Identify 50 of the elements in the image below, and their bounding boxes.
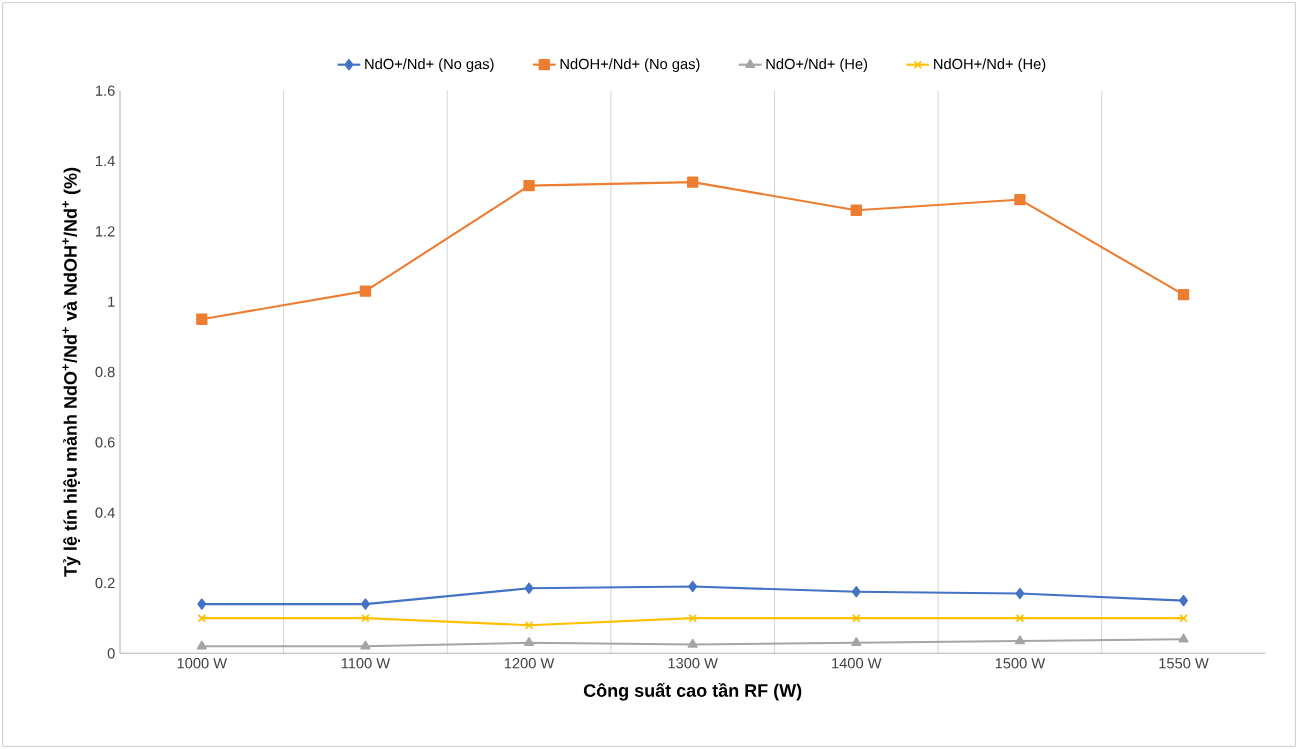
x-tick-label: 1500 W	[995, 658, 1046, 669]
point	[1014, 635, 1025, 645]
x-tick-label: 1000 W	[177, 658, 227, 669]
point	[524, 620, 534, 630]
legend-label: NdO+/Nd+ (No gas)	[365, 58, 494, 73]
y-tick-label: 1.4	[96, 155, 115, 167]
y-tick-label: 1	[108, 296, 115, 307]
legend-label: NdOH+/Nd+ (He)	[934, 58, 1046, 73]
legend-label: NdOH+/Nd+ (No gas)	[560, 58, 700, 73]
point	[687, 638, 698, 648]
point	[1014, 194, 1026, 206]
y-tick-label: 0.8	[95, 366, 115, 378]
y-tick-label: 1.6	[96, 85, 115, 96]
point	[1179, 594, 1189, 607]
y-tick-label: 0.2	[95, 577, 115, 589]
point	[1178, 633, 1189, 643]
point	[359, 285, 372, 297]
point	[1015, 587, 1025, 600]
point	[851, 586, 861, 598]
point	[360, 640, 371, 650]
point	[197, 598, 207, 610]
y-tick-label: 0	[107, 648, 115, 659]
y-tick-label: 1.2	[96, 226, 115, 237]
y-tick-label: 0.4	[95, 507, 115, 518]
point	[1179, 613, 1188, 623]
x-tick-label: 1550 W	[1159, 658, 1209, 669]
point	[688, 613, 697, 623]
point	[196, 313, 208, 325]
point	[360, 598, 370, 610]
x-tick-label: 1300 W	[668, 658, 718, 669]
point	[361, 613, 370, 623]
point	[523, 179, 535, 192]
x-tick-label: 1400 W	[832, 658, 882, 669]
point	[851, 637, 862, 647]
point	[197, 613, 207, 623]
text: Tỷ lệ tín hiệu mảnh NdO$^{+}$/Nd$^{+}$ và NdOH$^{+}$/Nd$^{+}$ (%)	[62, 167, 81, 577]
x-tick-label: 1200 W	[504, 658, 555, 669]
point	[688, 580, 698, 593]
point	[1015, 613, 1025, 623]
point	[196, 640, 207, 650]
point	[852, 613, 861, 623]
legend-label: NdO+/Nd+ (He)	[766, 58, 868, 73]
point	[524, 637, 535, 647]
point	[524, 582, 534, 594]
x-tick-label: 1100 W	[341, 658, 391, 669]
x-axis-title: Công suất cao tần RF (W)	[583, 682, 802, 701]
point	[850, 204, 862, 216]
point	[1177, 288, 1190, 301]
point	[687, 176, 699, 188]
y-tick-label: 0.6	[95, 437, 115, 448]
